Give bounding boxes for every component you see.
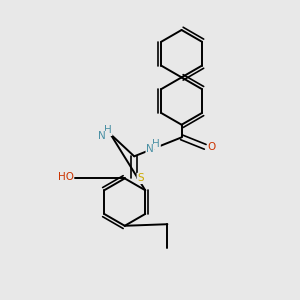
Text: O: O <box>208 142 216 152</box>
Text: N: N <box>98 131 106 141</box>
Text: HO: HO <box>58 172 74 182</box>
Text: N: N <box>146 144 154 154</box>
Text: S: S <box>137 173 144 183</box>
Text: H: H <box>104 125 112 135</box>
Text: H: H <box>152 139 160 149</box>
